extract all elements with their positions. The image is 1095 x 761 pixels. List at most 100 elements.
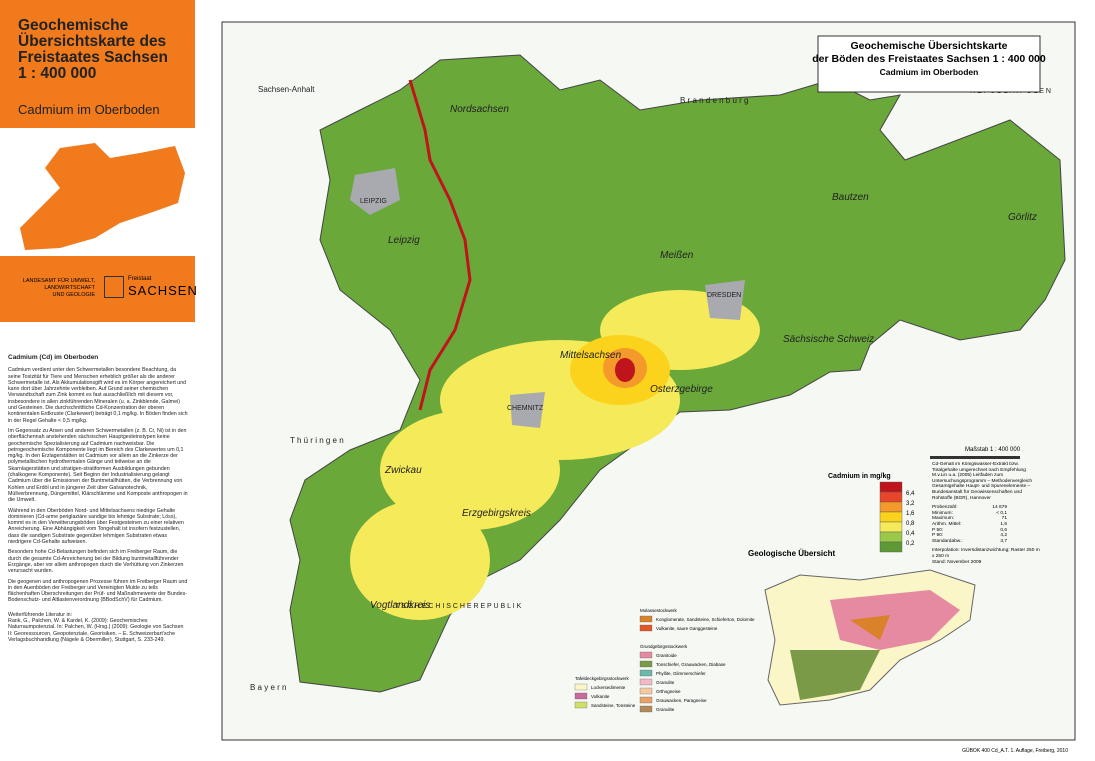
geology-group: Grundgebirgsstockwerk xyxy=(640,644,688,649)
stat-label: Probenzahl: xyxy=(932,505,958,511)
place: CHEMNITZ xyxy=(507,405,544,412)
region: Sachsen-Anhalt xyxy=(258,85,315,94)
stat-label: Standardabw.: xyxy=(932,538,963,544)
geology-item: Phyllite, Glimmerschiefer xyxy=(656,671,706,676)
stat-value: 4,2 xyxy=(1000,533,1007,539)
map-title: Geochemische Übersichtskarte xyxy=(851,39,1008,52)
header-box xyxy=(817,35,1041,93)
subtitle: Cadmium im Oberboden xyxy=(18,102,160,117)
legend-threshold: 0,4 xyxy=(906,531,915,537)
geology-item: Vulkanite xyxy=(591,694,610,699)
stat-value: 14 679 xyxy=(992,505,1007,511)
geology-legend: Molassestockwerk Konglomerate, Sandsteine… xyxy=(574,608,755,713)
stat-label: P 90: xyxy=(932,533,944,539)
geology-group: Molassestockwerk xyxy=(640,608,678,613)
info: Cd-Gehalt im Königswasser-Extrakt bzw. T… xyxy=(932,462,1042,565)
agency-panel: LANDESAMT FÜR UMWELT, LANDWIRTSCHAFT UND… xyxy=(0,256,198,322)
river-mulde xyxy=(408,79,472,411)
title-line: Freistaates Sachsen xyxy=(18,49,168,66)
legend-swatch xyxy=(879,521,903,533)
stat-value: 1,6 xyxy=(1000,521,1007,527)
stat-row: Minimum: < 0,1 xyxy=(932,511,1042,517)
logo-small: Freistaat xyxy=(128,276,152,282)
geology-swatch xyxy=(639,696,653,704)
title-line: 1 : 400 000 xyxy=(18,65,97,82)
scale: Maßstab 1 : 400 000 xyxy=(965,447,1021,453)
stat-label: Maximum: xyxy=(932,516,955,522)
title: Geochemische Übersichtskarte des Freista… xyxy=(18,18,168,82)
agency-line: UND GEOLOGIE xyxy=(52,292,95,298)
place: Leipzig xyxy=(388,235,420,246)
place: Mittelsachsen xyxy=(560,350,622,361)
place-labels: Nordsachsen Leipzig LEIPZIG Meißen DRESD… xyxy=(250,85,1051,692)
stat-row: Arithm. Mittel: 1,6 xyxy=(932,522,1042,528)
geology-item: Grauwacken, Paragneise xyxy=(656,698,707,703)
stat-row: Probenzahl: 14 679 xyxy=(932,505,1042,511)
agency: LANDESAMT FÜR UMWELT, LANDWIRTSCHAFT UND… xyxy=(20,278,95,299)
geology-swatch xyxy=(574,692,588,700)
geology-swatch xyxy=(639,624,653,632)
stat-label: Minimum: xyxy=(932,510,953,516)
yellow-areas xyxy=(350,290,760,620)
legend-swatch xyxy=(879,511,903,523)
stat-row: P 50: 0,6 xyxy=(932,528,1042,534)
legend-swatch xyxy=(879,531,903,543)
legend-threshold: 6,4 xyxy=(906,491,915,497)
region: T S C H E C H I S C H E R E P U B L I K xyxy=(395,603,522,610)
geology-item: Vulkanite, saure Ganggesteine xyxy=(656,626,718,631)
text-title: Cadmium (Cd) im Oberboden xyxy=(8,354,99,361)
region: B a y e r n xyxy=(250,683,286,692)
locator-map xyxy=(20,143,185,250)
geology-swatch xyxy=(639,615,653,623)
place: Bautzen xyxy=(832,192,869,203)
geology-swatch xyxy=(574,701,588,709)
legend-threshold: 1,6 xyxy=(906,511,915,517)
place: Görlitz xyxy=(1008,212,1037,223)
city xyxy=(705,280,745,320)
geology-zone xyxy=(790,650,880,700)
info-text: Cd-Gehalt im Königswasser-Extrakt bzw. T… xyxy=(932,462,1032,501)
region: B r a n d e n b u r g xyxy=(680,96,748,105)
stat-value: < 0,1 xyxy=(996,510,1007,516)
geology-zone xyxy=(850,615,890,640)
stat-row: P 90: 4,2 xyxy=(932,533,1042,539)
agency-line: LANDESAMT FÜR UMWELT, xyxy=(22,278,95,284)
text-column: Cadmium (Cd) im Oberboden Cadmium verdie… xyxy=(8,354,188,643)
geology-item: Granulite xyxy=(656,680,675,685)
stat-value: 0,6 xyxy=(1000,527,1007,533)
geology-item: Granulite xyxy=(656,707,675,712)
region: T h ü r i n g e n xyxy=(290,436,344,445)
cities xyxy=(350,168,745,428)
geology-swatch xyxy=(574,683,588,691)
place: Nordsachsen xyxy=(450,104,509,115)
place: Erzgebirgskreis xyxy=(462,508,531,519)
geology-swatch xyxy=(639,651,653,659)
stat-label: Arithm. Mittel: xyxy=(932,521,962,527)
zone xyxy=(350,500,490,620)
map-title: der Böden des Freistaates Sachsen 1 : 40… xyxy=(812,53,1046,65)
paragraph: Cadmium verdient unter den Schwermetalle… xyxy=(8,367,188,424)
geology-item: Konglomerate, Sandsteine, Schieferton, D… xyxy=(656,617,755,622)
legend-swatch xyxy=(879,491,903,503)
zone xyxy=(615,358,635,382)
place: Vogtlandkreis xyxy=(370,600,430,611)
geology-swatch xyxy=(639,669,653,677)
place: Osterzgebirge xyxy=(650,384,713,395)
title-line: Geochemische xyxy=(18,17,129,34)
stat-value: 3,7 xyxy=(1000,538,1007,544)
logo: SACHSEN xyxy=(128,283,198,298)
legend-title: Cadmium in mg/kg xyxy=(828,473,891,480)
geology-item: Orthogneise xyxy=(656,689,681,694)
coat-of-arms xyxy=(104,276,124,298)
legend-threshold: 0,2 xyxy=(906,541,915,547)
place: LEIPZIG xyxy=(360,198,387,205)
geology-swatch xyxy=(639,705,653,713)
interpolation: Interpolation: Inversdistanzwichtung; Ra… xyxy=(932,548,1040,559)
paragraph: Während in den Oberböden Nord- und Mitte… xyxy=(8,507,184,546)
literature-title: Weiterführende Literatur in: xyxy=(8,611,73,618)
stat-row: Standardabw.: 3,7 xyxy=(932,539,1042,545)
footer: GÜBOK 400 Cd_A.T. 1. Auflage, Freiberg, … xyxy=(962,747,1068,754)
stat-value: 71 xyxy=(1001,516,1007,522)
legend-threshold: 3,2 xyxy=(906,501,915,507)
